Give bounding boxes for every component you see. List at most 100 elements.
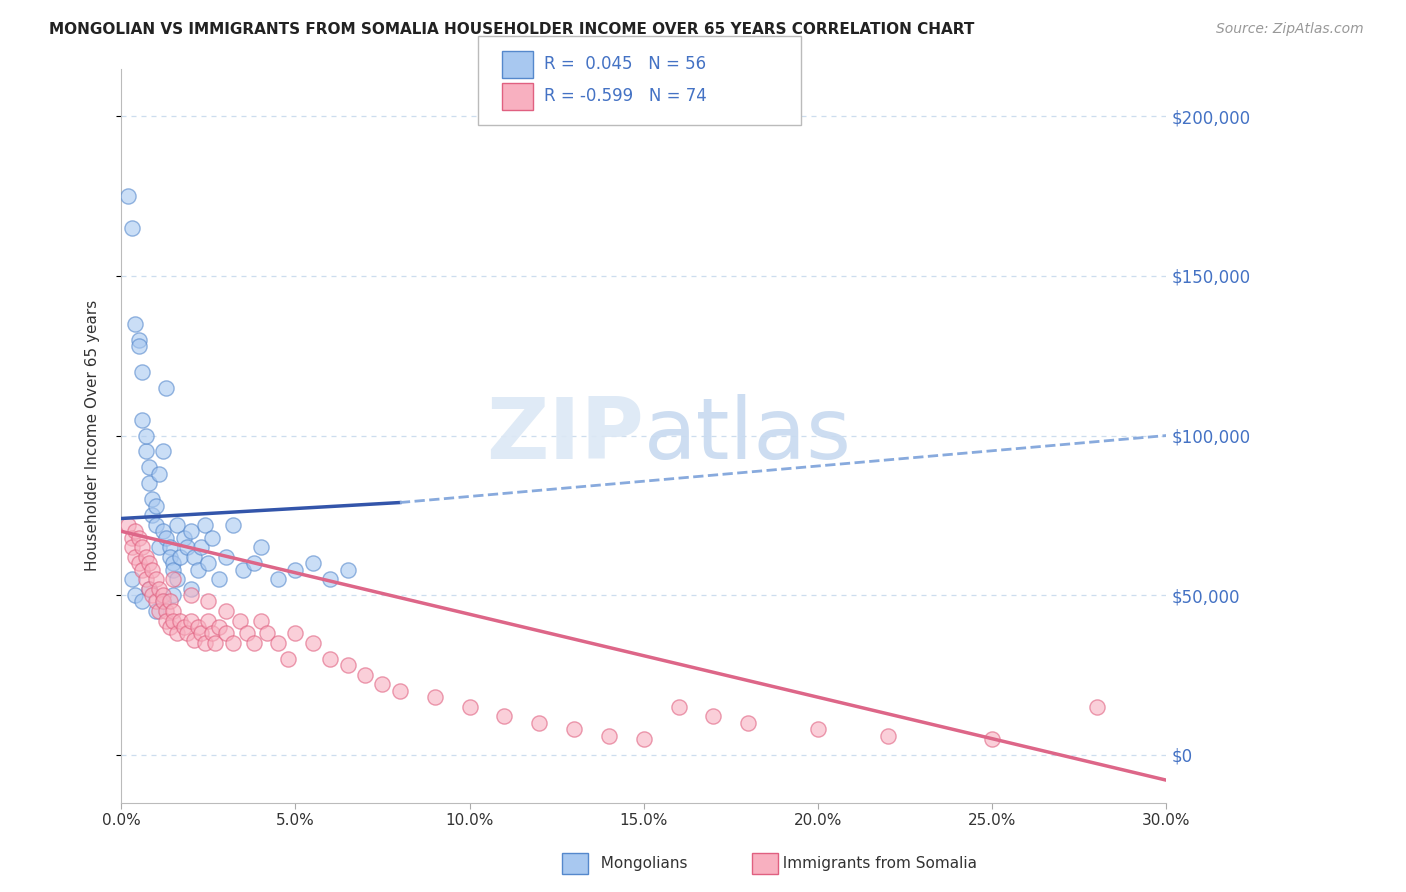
Point	[187, 620, 209, 634]
Point	[166, 626, 188, 640]
Point	[162, 563, 184, 577]
Point	[319, 572, 342, 586]
Point	[121, 572, 143, 586]
Point	[876, 729, 898, 743]
Point	[155, 614, 177, 628]
Point	[124, 588, 146, 602]
Point	[155, 531, 177, 545]
Point	[633, 731, 655, 746]
Point	[135, 549, 157, 564]
Text: Mongolians: Mongolians	[591, 856, 688, 871]
Point	[152, 444, 174, 458]
Point	[159, 549, 181, 564]
Point	[131, 365, 153, 379]
Point	[180, 524, 202, 539]
Point	[145, 594, 167, 608]
Point	[284, 563, 307, 577]
Point	[131, 563, 153, 577]
Point	[702, 709, 724, 723]
Point	[145, 604, 167, 618]
Point	[138, 582, 160, 596]
Point	[138, 460, 160, 475]
Point	[162, 614, 184, 628]
Point	[235, 626, 257, 640]
Point	[124, 524, 146, 539]
Point	[131, 594, 153, 608]
Point	[162, 588, 184, 602]
Point	[128, 339, 150, 353]
Point	[159, 594, 181, 608]
Point	[336, 563, 359, 577]
Point	[124, 317, 146, 331]
Point	[208, 572, 231, 586]
Point	[221, 517, 243, 532]
Point	[319, 652, 342, 666]
Point	[388, 683, 411, 698]
Point	[145, 517, 167, 532]
Point	[598, 729, 620, 743]
Point	[173, 531, 195, 545]
Point	[162, 604, 184, 618]
Point	[141, 508, 163, 523]
Point	[148, 604, 170, 618]
Point	[176, 540, 198, 554]
Point	[204, 636, 226, 650]
Point	[981, 731, 1004, 746]
Point	[145, 499, 167, 513]
Point	[124, 549, 146, 564]
Point	[267, 636, 290, 650]
Point	[214, 604, 236, 618]
Point	[180, 588, 202, 602]
Point	[135, 444, 157, 458]
Point	[668, 699, 690, 714]
Point	[214, 549, 236, 564]
Point	[197, 594, 219, 608]
Point	[336, 658, 359, 673]
Point	[176, 626, 198, 640]
Point	[141, 563, 163, 577]
Point	[121, 540, 143, 554]
Point	[131, 540, 153, 554]
Point	[141, 588, 163, 602]
Point	[208, 620, 231, 634]
Point	[159, 540, 181, 554]
Point	[155, 604, 177, 618]
Point	[183, 549, 205, 564]
Text: Immigrants from Somalia: Immigrants from Somalia	[773, 856, 977, 871]
Point	[135, 572, 157, 586]
Point	[166, 517, 188, 532]
Text: atlas: atlas	[644, 394, 852, 477]
Point	[173, 620, 195, 634]
Point	[121, 221, 143, 235]
Point	[159, 620, 181, 634]
Point	[152, 588, 174, 602]
Point	[180, 582, 202, 596]
Point	[128, 333, 150, 347]
Point	[183, 632, 205, 647]
Point	[284, 626, 307, 640]
Text: ZIP: ZIP	[486, 394, 644, 477]
Point	[187, 563, 209, 577]
Point	[301, 556, 323, 570]
Point	[145, 572, 167, 586]
Point	[371, 677, 394, 691]
Point	[221, 636, 243, 650]
Point	[277, 652, 299, 666]
Point	[117, 517, 139, 532]
Point	[169, 549, 191, 564]
Point	[117, 189, 139, 203]
Point	[301, 636, 323, 650]
Point	[1085, 699, 1108, 714]
Point	[166, 572, 188, 586]
Point	[148, 582, 170, 596]
Point	[232, 563, 254, 577]
Point	[148, 467, 170, 481]
Text: R = -0.599   N = 74: R = -0.599 N = 74	[544, 87, 707, 105]
Point	[529, 715, 551, 730]
Point	[148, 540, 170, 554]
Point	[267, 572, 290, 586]
Point	[190, 626, 212, 640]
Point	[155, 381, 177, 395]
Point	[138, 556, 160, 570]
Point	[152, 594, 174, 608]
